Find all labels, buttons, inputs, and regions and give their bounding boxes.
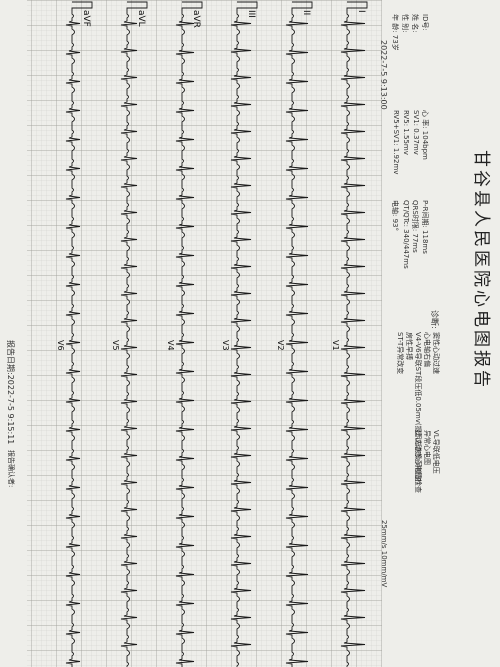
- measurement: SV1: 0.37mv: [412, 110, 420, 155]
- patient-field: ID号:: [421, 14, 429, 31]
- diagnosis-label: 诊断:: [430, 310, 439, 329]
- measurement: 心 率: 104bpm: [421, 110, 429, 160]
- diagnosis-list: VL导联低电压 异常心电图 建议动态心电图检查: [413, 430, 440, 493]
- measurement: P-R间期: 118ms: [421, 200, 429, 254]
- ecg-trace: [65, 1, 93, 667]
- patient-field: 性 别:: [401, 14, 409, 33]
- ecg-trace: [230, 1, 258, 667]
- report-title: 甘谷县人民医院心电图报告: [471, 150, 491, 390]
- ecg-trace: [340, 1, 368, 667]
- measurement: RV5: 1.55mv: [402, 110, 410, 155]
- lead-label: V4: [166, 340, 175, 351]
- diagnosis-item: 房性早搏: [405, 332, 413, 360]
- ecg-trace: [175, 1, 203, 667]
- measurement: RV5+SV1: 1.92mv: [392, 110, 400, 175]
- lead-label: V3: [221, 340, 230, 351]
- patient-field: 年 龄: 73岁: [391, 14, 399, 51]
- lead-label: III: [246, 10, 256, 18]
- lead-label: aVR: [191, 10, 201, 28]
- lead-label: aVF: [81, 10, 91, 27]
- measurement: 电轴: 93°: [391, 200, 399, 231]
- ecg-trace: [285, 1, 313, 667]
- lead-label: II: [301, 10, 311, 15]
- diagnosis-item: 建议动态心电图检查: [414, 430, 422, 493]
- lead-label: V5: [111, 340, 120, 351]
- grid-background: [27, 0, 382, 667]
- lead-label: V6: [56, 340, 65, 351]
- lead-label: V1: [331, 340, 340, 351]
- diagnosis-item: ST-T异常改变: [396, 332, 404, 375]
- lead-label: I: [356, 10, 366, 13]
- ecg-trace: [120, 1, 148, 667]
- ecg-grid: I V1 II V2 III V3 aVR V4 aVL V5 aVF V6: [27, 0, 382, 667]
- diagnosis-item: 异常心电图: [423, 430, 431, 465]
- lead-label: aVL: [136, 10, 146, 27]
- report-date: 报告日期:2022-7-5 9:15:11: [6, 340, 15, 445]
- measurement: QT/QTc: 340/447ms: [402, 200, 410, 269]
- patient-field: 姓 名:: [411, 14, 419, 33]
- diagnosis-item: VL导联低电压: [432, 430, 440, 474]
- measurement: QRS时限: 77ms: [411, 200, 419, 253]
- lead-label: V2: [276, 340, 285, 351]
- confirmer: 报告确认者:: [7, 450, 15, 488]
